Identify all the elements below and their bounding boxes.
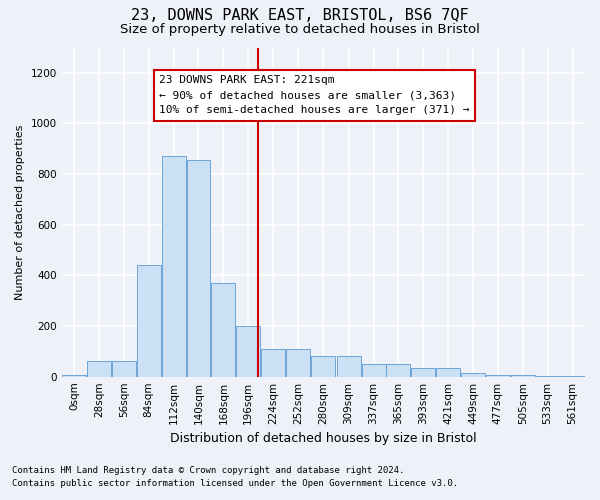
Text: 23 DOWNS PARK EAST: 221sqm
← 90% of detached houses are smaller (3,363)
10% of s: 23 DOWNS PARK EAST: 221sqm ← 90% of deta… — [160, 76, 470, 115]
Bar — [261, 349, 285, 376]
Bar — [161, 156, 185, 376]
Bar — [311, 356, 335, 376]
Bar — [211, 283, 235, 376]
Bar — [436, 368, 460, 376]
Bar — [362, 364, 386, 376]
Text: Size of property relative to detached houses in Bristol: Size of property relative to detached ho… — [120, 22, 480, 36]
Bar — [461, 373, 485, 376]
Bar — [411, 368, 435, 376]
Y-axis label: Number of detached properties: Number of detached properties — [15, 124, 25, 300]
Bar — [386, 364, 410, 376]
Bar — [137, 266, 161, 376]
Bar — [236, 326, 260, 376]
Bar — [112, 362, 136, 376]
Bar — [87, 362, 111, 376]
Bar — [187, 160, 211, 376]
Bar — [337, 356, 361, 376]
Text: 23, DOWNS PARK EAST, BRISTOL, BS6 7QF: 23, DOWNS PARK EAST, BRISTOL, BS6 7QF — [131, 8, 469, 22]
Text: Contains HM Land Registry data © Crown copyright and database right 2024.
Contai: Contains HM Land Registry data © Crown c… — [12, 466, 458, 487]
Bar — [286, 349, 310, 376]
X-axis label: Distribution of detached houses by size in Bristol: Distribution of detached houses by size … — [170, 432, 476, 445]
